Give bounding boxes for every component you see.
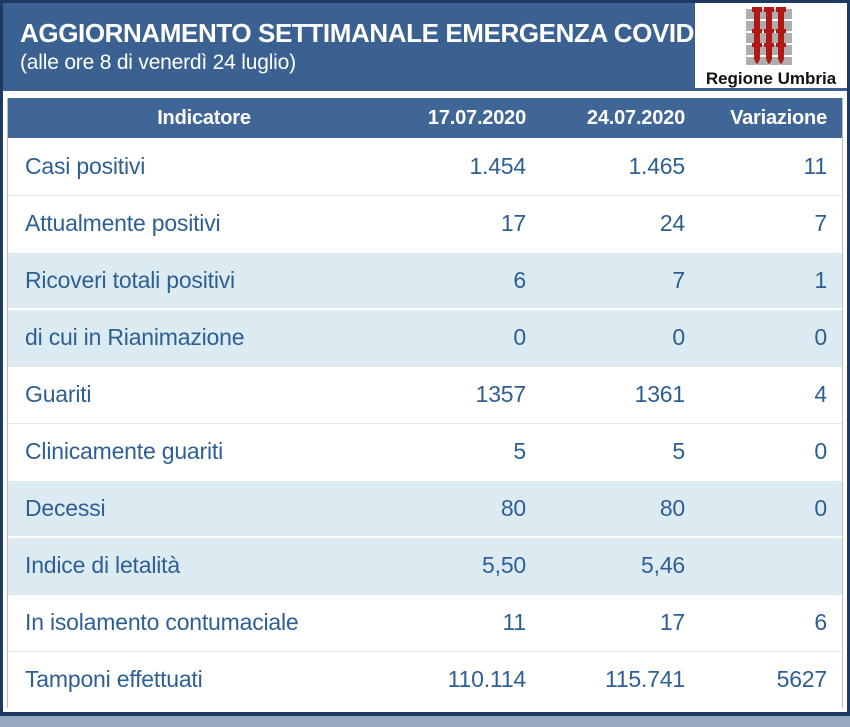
row-variation [685, 536, 842, 594]
row-label: Casi positivi [8, 138, 400, 195]
row-value-2: 5 [526, 422, 685, 480]
col-header-indicatore: Indicatore [8, 98, 400, 138]
table-row: Casi positivi 1.454 1.465 11 [8, 138, 842, 195]
row-value-1: 110.114 [400, 650, 526, 708]
row-variation: 7 [685, 194, 842, 252]
table-row: Guariti 1357 1361 4 [8, 365, 842, 423]
table-row: Clinicamente guariti 5 5 0 [8, 422, 842, 480]
row-value-2: 5,46 [526, 536, 685, 594]
row-value-2: 115.741 [526, 650, 685, 708]
row-value-1: 5,50 [400, 536, 526, 594]
bottom-edge-strip [0, 716, 850, 727]
table-row: In isolamento contumaciale 11 17 6 [8, 593, 842, 651]
umbria-banners-icon [746, 7, 792, 65]
row-label: Clinicamente guariti [8, 422, 400, 480]
row-value-1: 80 [400, 479, 526, 537]
header-banner: AGGIORNAMENTO SETTIMANALE EMERGENZA COVI… [3, 3, 847, 91]
row-value-2: 1.465 [526, 138, 685, 195]
table-row: Indice di letalità 5,50 5,46 [8, 536, 842, 594]
row-value-2: 7 [526, 251, 685, 309]
row-value-1: 1357 [400, 365, 526, 423]
row-label: Attualmente positivi [8, 194, 400, 252]
regione-umbria-logo: Regione Umbria [695, 3, 847, 88]
row-label: Guariti [8, 365, 400, 423]
col-header-date-2: 24.07.2020 [526, 98, 685, 138]
row-label: Tamponi effettuati [8, 650, 400, 708]
indicator-table: Indicatore 17.07.2020 24.07.2020 Variazi… [8, 98, 842, 708]
row-value-2: 24 [526, 194, 685, 252]
table-row: Tamponi effettuati 110.114 115.741 5627 [8, 650, 842, 708]
row-variation: 0 [685, 479, 842, 537]
table-row: Attualmente positivi 17 24 7 [8, 194, 842, 252]
table-row: Ricoveri totali positivi 6 7 1 [8, 251, 842, 309]
row-value-1: 5 [400, 422, 526, 480]
row-variation: 11 [685, 138, 842, 195]
row-variation: 1 [685, 251, 842, 309]
row-label: In isolamento contumaciale [8, 593, 400, 651]
row-variation: 0 [685, 308, 842, 366]
row-value-1: 1.454 [400, 138, 526, 195]
table-row: Decessi 80 80 0 [8, 479, 842, 537]
page-title: AGGIORNAMENTO SETTIMANALE EMERGENZA COVI… [20, 18, 731, 49]
row-value-2: 17 [526, 593, 685, 651]
table-row: di cui in Rianimazione 0 0 0 [8, 308, 842, 366]
row-value-2: 0 [526, 308, 685, 366]
row-variation: 5627 [685, 650, 842, 708]
row-variation: 6 [685, 593, 842, 651]
logo-caption: Regione Umbria [705, 69, 837, 88]
row-value-1: 17 [400, 194, 526, 252]
col-header-date-1: 17.07.2020 [400, 98, 526, 138]
col-header-variazione: Variazione [685, 98, 842, 138]
page-subtitle: (alle ore 8 di venerdì 24 luglio) [20, 50, 296, 74]
row-variation: 0 [685, 422, 842, 480]
row-value-1: 11 [400, 593, 526, 651]
row-value-1: 0 [400, 308, 526, 366]
row-label: di cui in Rianimazione [8, 308, 400, 366]
table-header-row: Indicatore 17.07.2020 24.07.2020 Variazi… [8, 98, 842, 138]
row-value-2: 1361 [526, 365, 685, 423]
row-label: Ricoveri totali positivi [8, 251, 400, 309]
row-label: Decessi [8, 479, 400, 537]
banner-table-gap [3, 91, 847, 98]
row-value-1: 6 [400, 251, 526, 309]
row-value-2: 80 [526, 479, 685, 537]
indicator-table-wrap: Indicatore 17.07.2020 24.07.2020 Variazi… [7, 98, 843, 708]
row-label: Indice di letalità [8, 536, 400, 594]
row-variation: 4 [685, 365, 842, 423]
